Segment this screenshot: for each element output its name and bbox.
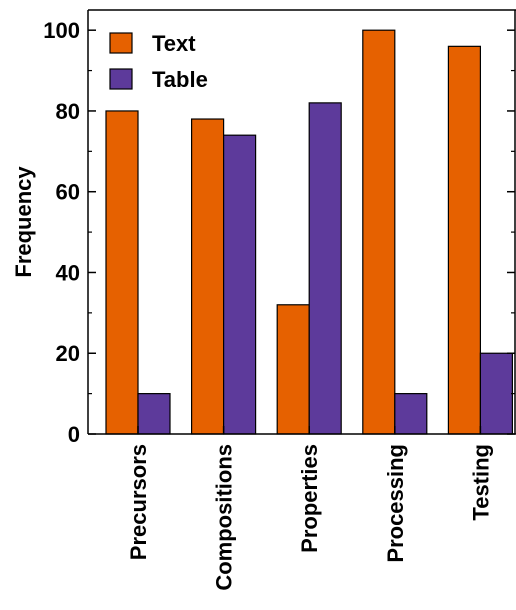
bar-text-compositions	[191, 118, 225, 435]
y-tick-label: 0	[68, 422, 80, 447]
legend-swatch-table	[109, 68, 133, 90]
bar-text-processing	[362, 29, 396, 435]
x-tick-label: Precursors	[126, 444, 151, 560]
x-tick-label: Compositions	[212, 444, 237, 591]
axes-layer	[87, 9, 516, 435]
bar-table-testing	[479, 352, 513, 435]
legend-label-table: Table	[152, 67, 208, 92]
y-tick-label: 20	[56, 341, 80, 366]
bar-table-precursors	[137, 393, 171, 435]
legend: Text Table	[109, 31, 208, 92]
x-tick-label: Testing	[468, 444, 493, 521]
legend-label-text: Text	[152, 31, 196, 56]
bar-table-compositions	[223, 134, 257, 435]
y-axis-title: Frequency	[11, 166, 36, 278]
bar-text-testing	[447, 45, 481, 435]
bars-layer	[105, 29, 513, 435]
y-tick-label: 100	[43, 18, 80, 43]
x-tick-label: Properties	[297, 444, 322, 553]
y-tick-label: 60	[56, 180, 80, 205]
bar-text-precursors	[105, 110, 139, 435]
y-tick-label: 80	[56, 99, 80, 124]
y-axis-ticks: 0 20 40 60 80 100	[43, 18, 515, 447]
y-tick-label: 40	[56, 260, 80, 285]
bar-text-properties	[276, 304, 310, 435]
x-axis-tick-labels: Precursors Compositions Properties Processi…	[126, 426, 493, 591]
bar-table-processing	[394, 393, 428, 435]
x-tick-label: Processing	[383, 444, 408, 563]
bar-table-properties	[308, 102, 342, 435]
legend-swatch-text	[109, 32, 133, 54]
